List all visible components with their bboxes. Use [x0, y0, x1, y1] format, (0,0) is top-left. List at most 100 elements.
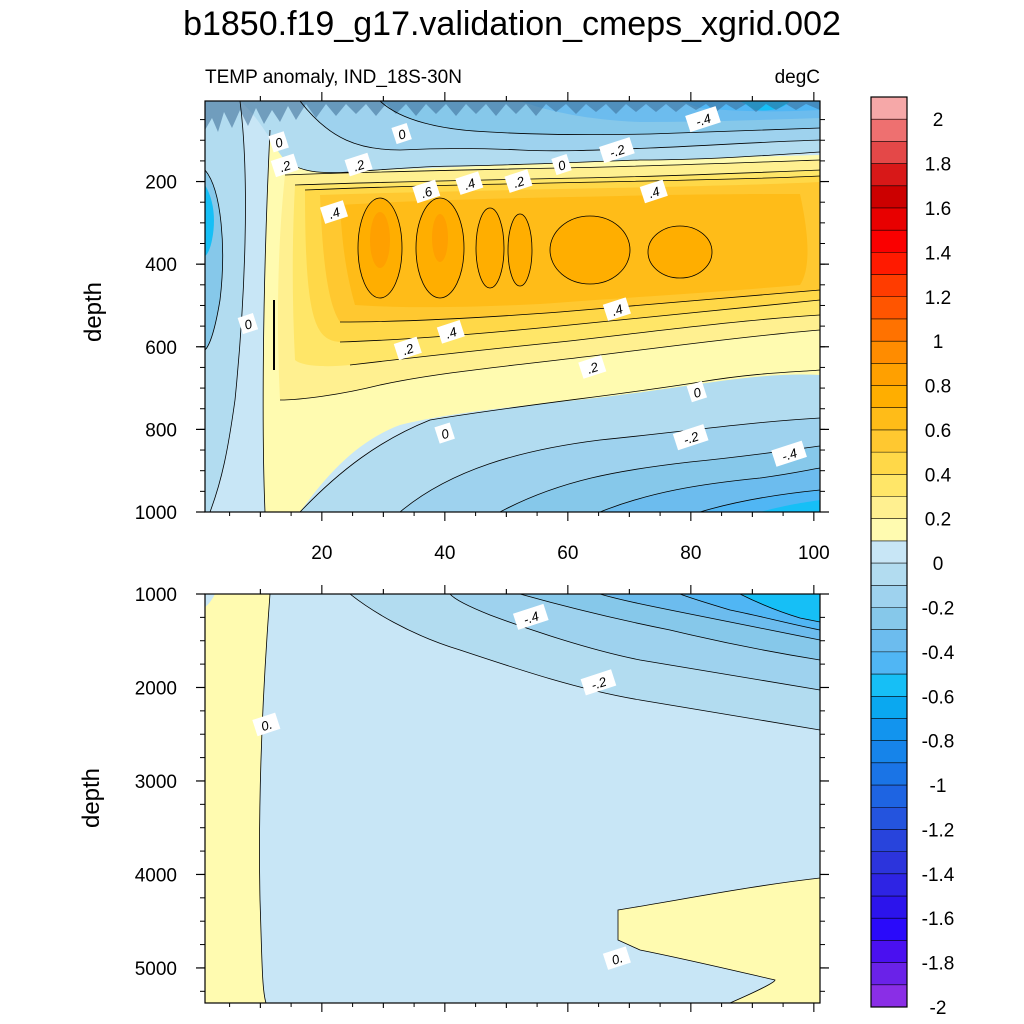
colorbar-label: -0.8	[922, 732, 955, 753]
contour-label-box	[578, 355, 607, 379]
upper-contour-label: .2	[270, 153, 299, 178]
colorbar-swatch	[871, 651, 907, 675]
contour-label-box	[504, 169, 533, 193]
colorbar-swatch	[871, 740, 907, 764]
upper-contour-label: -.2	[599, 137, 635, 164]
upper-x-tick-label: 80	[680, 543, 701, 564]
colorbar-swatch	[871, 962, 907, 986]
colorbar-swatch	[871, 429, 907, 453]
colorbar-label: -1	[930, 776, 947, 797]
contour-label-box	[685, 106, 721, 133]
colorbar-swatch	[871, 851, 907, 875]
upper-contour-label: .4	[602, 297, 631, 321]
upper-plot-frame	[204, 100, 821, 513]
upper-contour-label: 0	[268, 131, 289, 153]
colorbar-label: -1.2	[922, 820, 955, 841]
upper-y-tick-label: 1000	[135, 503, 177, 524]
lower-y-axis-title: depth	[78, 768, 105, 828]
colorbar-swatch	[871, 363, 907, 386]
contour-label-text: .4	[610, 301, 625, 319]
contour-label-text: .4	[327, 204, 342, 222]
contour-label-text: .4	[647, 184, 662, 202]
colorbar-swatch	[871, 341, 907, 364]
lower-contour-label: 0.	[252, 712, 281, 737]
colorbar-swatch	[871, 540, 907, 564]
contour-label-text: 0.	[259, 717, 274, 735]
upper-contour-label: -.2	[672, 424, 709, 451]
colorbar-swatch	[871, 585, 907, 608]
colorbar-swatch	[871, 785, 907, 808]
lower-y-tick-label: 4000	[135, 865, 177, 886]
upper-contour-labels: 00-.4.2.2-.20.2.4.6.4.4.40.4.2.200 -.2-.4	[237, 106, 807, 467]
colorbar-swatch	[871, 918, 907, 941]
colorbar-swatch	[871, 984, 907, 1008]
contour-label-box	[344, 152, 373, 177]
colorbar: 2 1.8 1.6 1.4 1.2 1 0.8 0.6 0.4 0.2 0 -0.2 -0.4 -0.6 -…	[870, 96, 955, 1019]
contour-label-text: -.4	[694, 111, 713, 130]
contour-label-box	[319, 200, 349, 224]
lower-plot-frame	[204, 593, 821, 1004]
colorbar-swatch	[871, 318, 907, 342]
colorbar-label: 0.4	[925, 465, 952, 486]
contour-label-box	[393, 336, 422, 361]
lower-contour-label: -.2	[580, 669, 617, 696]
colorbar-swatch	[871, 474, 907, 497]
upper-contour-label: 0	[237, 313, 259, 335]
colorbar-swatch	[871, 452, 907, 475]
contour-label-box	[412, 179, 441, 204]
colorbar-label: -1.8	[922, 954, 955, 975]
contour-label-box	[237, 313, 259, 335]
contour-label-text: -.2	[608, 141, 628, 160]
contour-label-box	[599, 137, 635, 164]
contour-label-box	[551, 153, 572, 176]
colorbar-label: 1.2	[925, 288, 951, 309]
colorbar-label: 0.8	[925, 377, 951, 398]
upper-contour-label: 0	[391, 123, 412, 145]
colorbar-frame	[870, 96, 908, 1008]
colorbar-swatch	[871, 940, 907, 963]
colorbar-swatch	[871, 563, 907, 586]
contour-label-box	[580, 669, 617, 696]
lower-contour-field: -.4 -.2 0. 0.	[205, 594, 820, 1003]
colorbar-swatch	[871, 207, 907, 231]
contour-label-box	[672, 424, 709, 451]
contour-label-box	[602, 297, 631, 321]
colorbar-swatch	[871, 296, 907, 320]
contour-label-text: -.2	[589, 674, 609, 693]
contour-label-box	[252, 712, 281, 737]
lower-contour-labels: -.4 -.2 0. 0.	[252, 603, 631, 970]
upper-contour-label: .2	[504, 169, 533, 193]
colorbar-swatch	[871, 607, 907, 630]
contour-label-box	[436, 320, 465, 344]
upper-y-tick-label: 800	[145, 420, 177, 441]
colorbar-label: -0.2	[922, 598, 955, 619]
lower-y-tick-label: 1000	[135, 585, 177, 606]
lower-y-tick-label: 3000	[135, 772, 177, 793]
colorbar-swatch	[871, 252, 907, 275]
upper-left-label: TEMP anomaly, IND_18S-30N	[205, 67, 462, 88]
upper-contour-label: .2	[393, 336, 422, 361]
colorbar-label: -2	[930, 998, 947, 1019]
upper-contour-label: .2	[578, 355, 607, 379]
colorbar-swatch	[871, 896, 907, 919]
colorbar-swatch	[871, 629, 907, 653]
colorbar-swatch	[871, 762, 907, 786]
contour-label-box	[512, 603, 549, 630]
contour-label-text: -.4	[522, 608, 541, 627]
contour-label-box	[268, 131, 289, 153]
upper-contour-label: 0	[686, 381, 708, 403]
upper-x-tick-label: 100	[798, 543, 830, 564]
colorbar-swatch	[871, 141, 907, 164]
colorbar-swatch	[871, 696, 907, 719]
colorbar-label: -0.4	[922, 643, 955, 664]
contour-label-box	[639, 179, 668, 204]
colorbar-label: -1.6	[922, 909, 955, 930]
colorbar-label: -0.6	[922, 687, 955, 708]
colorbar-swatch	[871, 407, 907, 431]
colorbar-label: 1.4	[925, 243, 952, 264]
upper-contour-field: 00-.4.2.2-.20.2.4.6.4.4.40.4.2.200 -.2-.4	[205, 101, 820, 512]
upper-x-tick-label: 20	[311, 543, 332, 564]
lower-axes: 1000 2000 3000 4000 5000	[135, 585, 829, 1012]
upper-y-tick-label: 600	[145, 338, 177, 359]
